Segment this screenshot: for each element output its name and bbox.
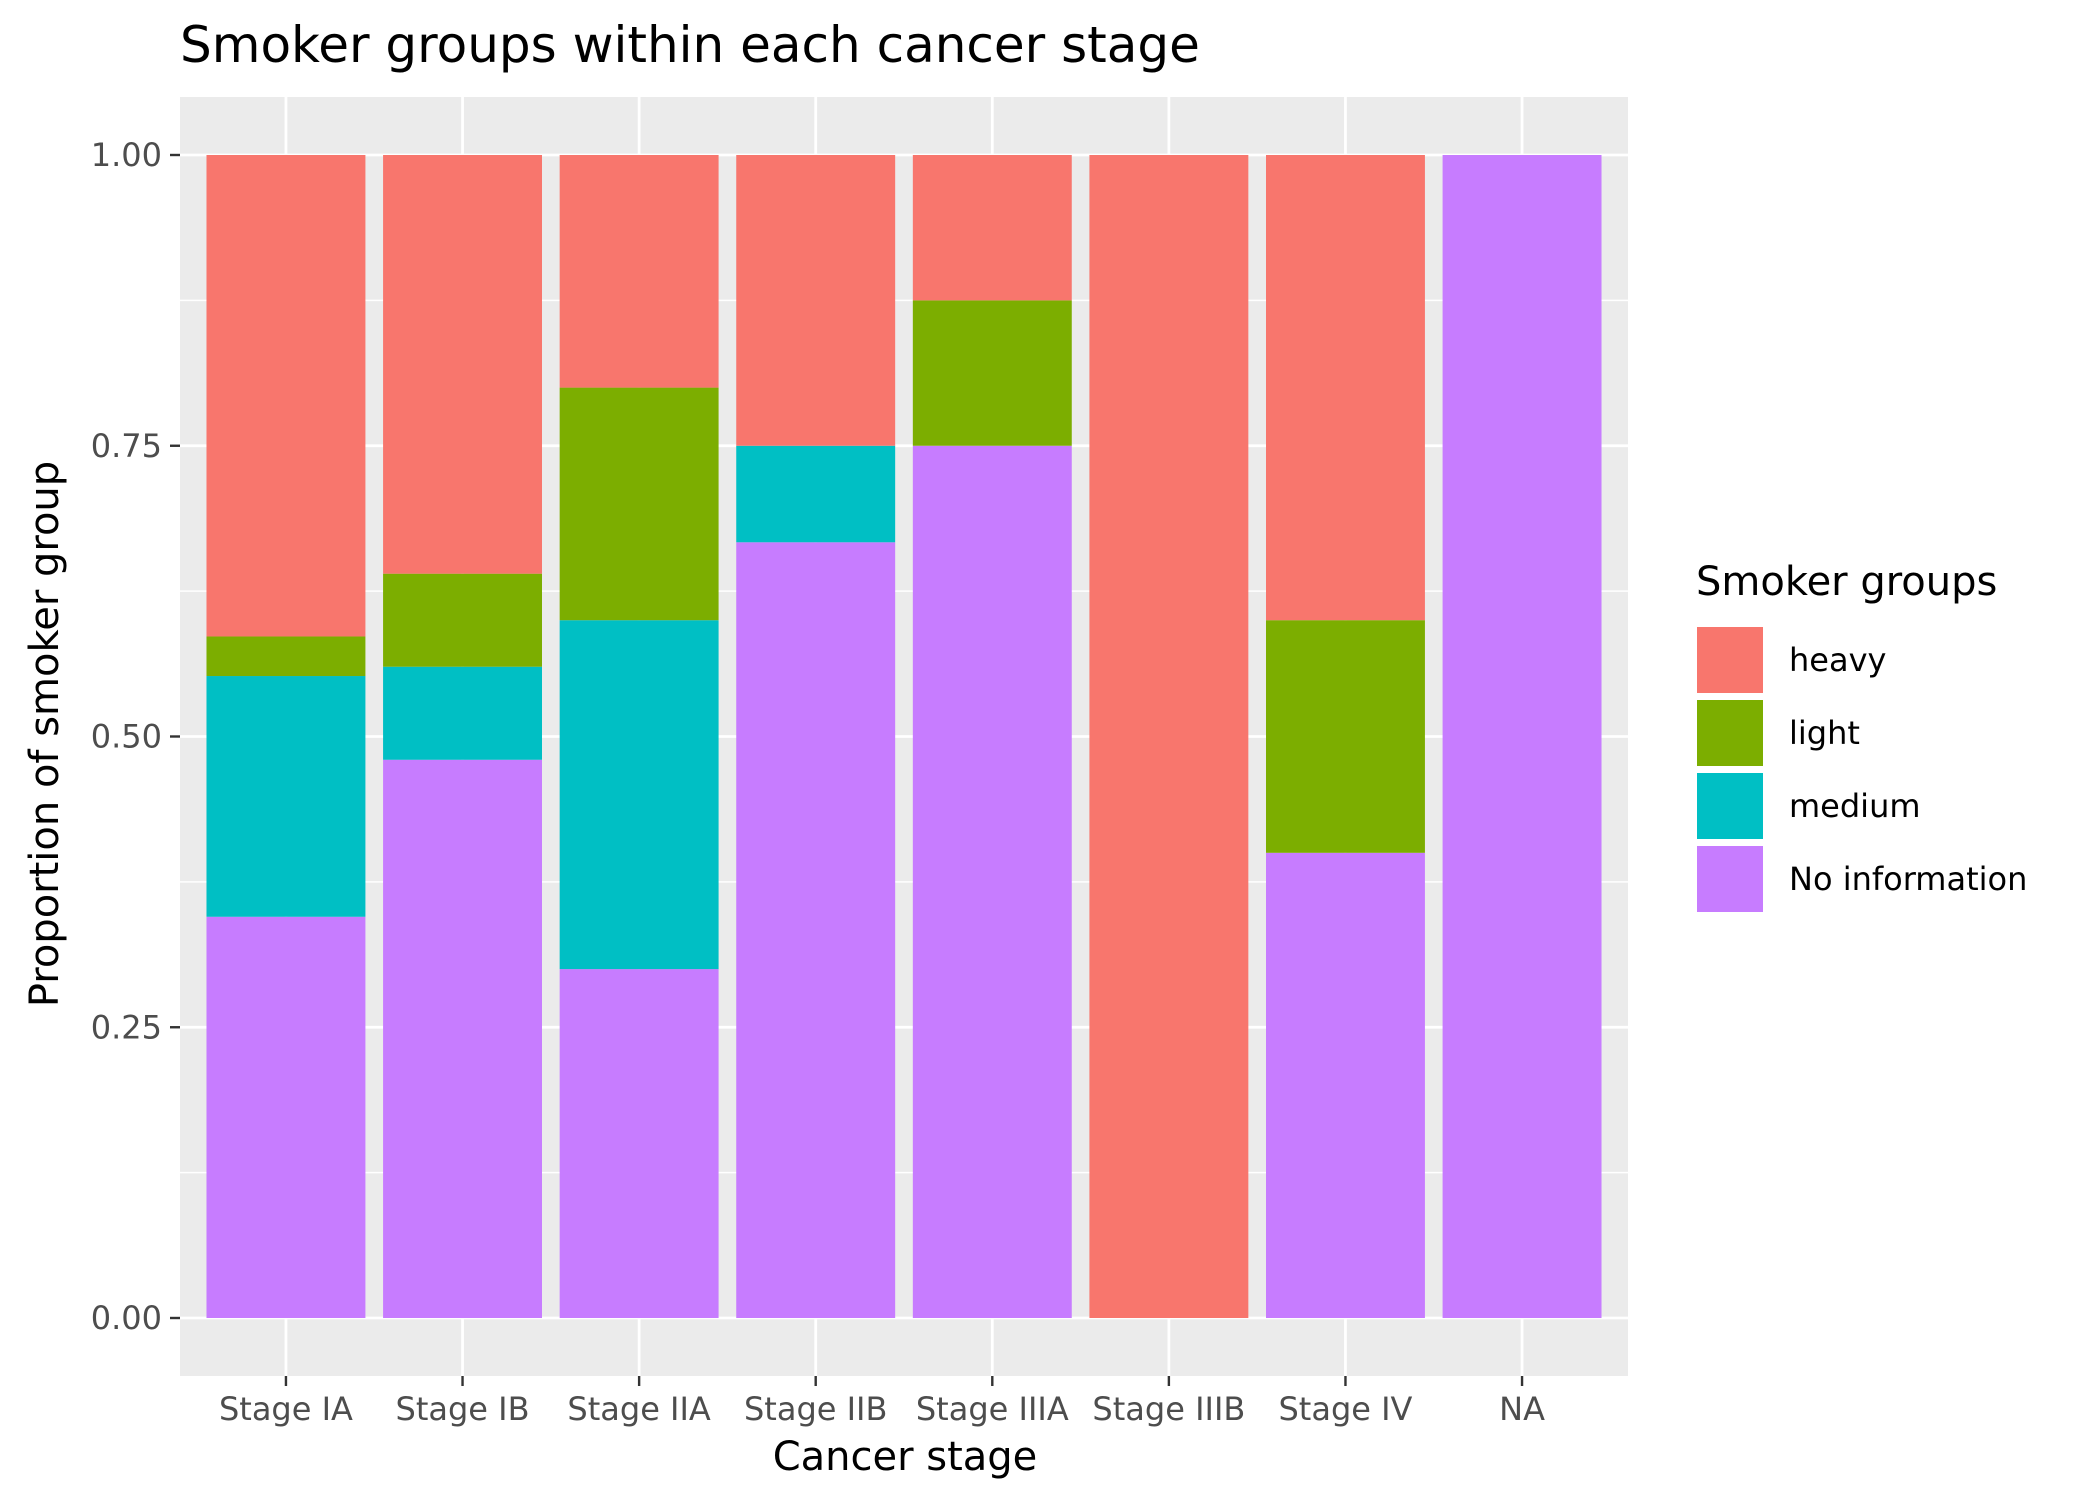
- chart-title: Smoker groups within each cancer stage: [180, 16, 1200, 74]
- y-axis: 0.00 0.25 0.50 0.75 1.00: [91, 136, 180, 1337]
- bar-stage-ib-heavy: [383, 155, 542, 574]
- legend-key-light: [1695, 698, 1765, 768]
- bar-stage-iia-light: [559, 387, 719, 621]
- legend-label-light: light: [1789, 714, 1860, 752]
- bar-stage-iia-heavy: [559, 155, 719, 388]
- y-tick-label: 0.75: [91, 427, 162, 465]
- bar-stage-iiia-no-information: [912, 445, 1072, 1318]
- y-tick-label: 0.25: [91, 1008, 162, 1046]
- x-tick-label-na: NA: [1499, 1390, 1545, 1428]
- x-tick-label-stage-ia: Stage IA: [219, 1390, 353, 1428]
- bar-stage-iia-medium: [559, 620, 719, 970]
- y-axis-title: Proportion of smoker group: [22, 461, 68, 1007]
- bar-stage-iiib-heavy: [1089, 155, 1249, 1318]
- bar-stage-ib-light: [383, 573, 542, 667]
- bar-stage-ia-medium: [206, 676, 366, 917]
- legend-label-medium: medium: [1789, 787, 1921, 825]
- legend-key-heavy: [1695, 625, 1765, 695]
- bar-stage-iib-no-information: [736, 542, 896, 1318]
- bar-stage-iib-medium: [736, 445, 896, 543]
- x-tick-label-stage-iiib: Stage IIIB: [1092, 1390, 1245, 1428]
- bar-stage-ia-heavy: [206, 155, 366, 637]
- bar-na-no-information: [1442, 155, 1602, 1318]
- x-tick-label-stage-ib: Stage IB: [396, 1390, 530, 1428]
- bar-stage-ib-no-information: [383, 759, 542, 1318]
- bar-stage-iib-heavy: [736, 155, 896, 446]
- legend-key-no-information: [1695, 844, 1765, 914]
- x-tick-label-stage-iv: Stage IV: [1278, 1390, 1412, 1428]
- legend: Smoker groups heavy light medium No informa…: [1695, 559, 2027, 914]
- bar-stage-iv-no-information: [1266, 852, 1425, 1318]
- bars-layer: [206, 155, 1602, 1318]
- legend-label-heavy: heavy: [1789, 641, 1886, 679]
- legend-key-medium: [1695, 771, 1765, 841]
- bar-stage-iv-light: [1266, 620, 1425, 853]
- y-tick-label: 1.00: [91, 136, 162, 174]
- y-tick-label: 0.00: [91, 1299, 162, 1337]
- x-axis-title: Cancer stage: [773, 1434, 1038, 1480]
- x-tick-label-stage-iia: Stage IIA: [567, 1390, 711, 1428]
- bar-stage-ib-medium: [383, 666, 542, 760]
- x-axis: Stage IA Stage IB Stage IIA Stage IIB Stage …: [219, 1376, 1545, 1428]
- bar-stage-iiia-heavy: [912, 155, 1072, 301]
- bar-stage-ia-no-information: [206, 916, 366, 1318]
- legend-title: Smoker groups: [1696, 559, 1997, 605]
- legend-label-no-information: No information: [1789, 860, 2027, 898]
- x-tick-label-stage-iiia: Stage IIIA: [916, 1390, 1069, 1428]
- x-tick-label-stage-iib: Stage IIB: [744, 1390, 887, 1428]
- bar-stage-ia-light: [206, 636, 366, 677]
- bar-stage-iiia-light: [912, 300, 1072, 446]
- y-tick-label: 0.50: [91, 718, 162, 756]
- bar-stage-iv-heavy: [1266, 155, 1425, 621]
- bar-stage-iia-no-information: [559, 969, 719, 1318]
